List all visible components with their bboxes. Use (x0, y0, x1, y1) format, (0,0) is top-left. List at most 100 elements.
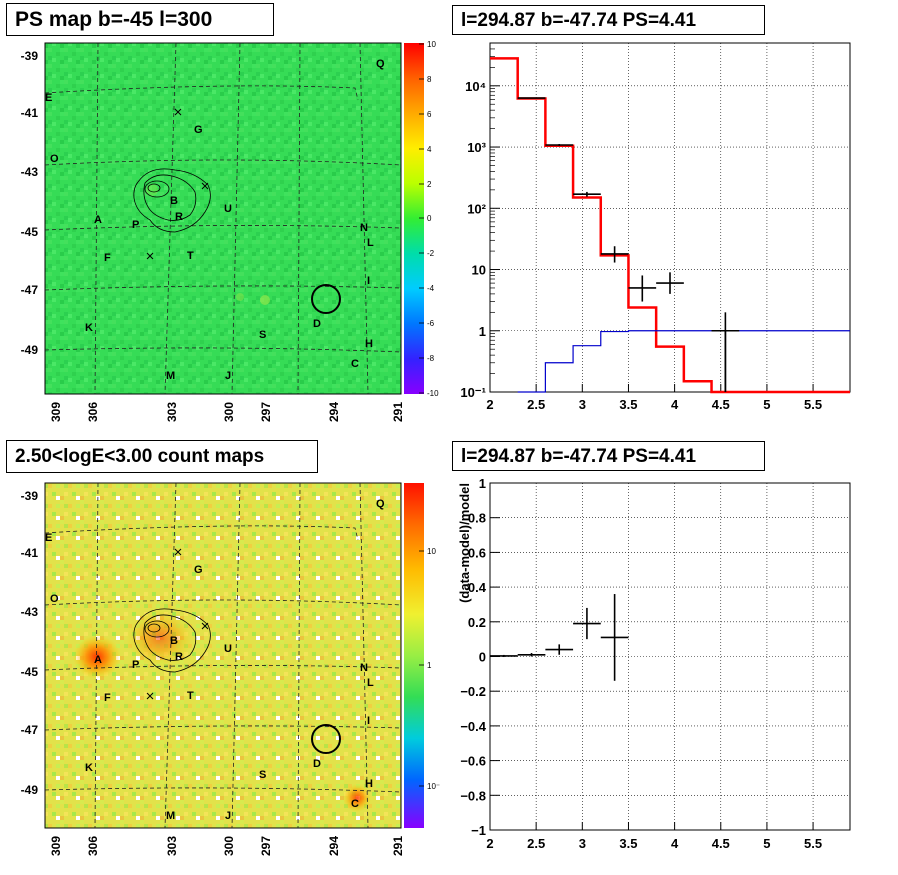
colorbar-tick-label: -4 (427, 284, 435, 293)
count-map-target-circle (311, 724, 341, 754)
lat-tick-label: -49 (21, 783, 39, 797)
y-tick-label: 1 (479, 324, 486, 339)
source-label: A (94, 214, 102, 226)
lon-tick-label: 291 (391, 402, 405, 422)
source-label: E (45, 92, 52, 104)
lon-tick-label: 294 (327, 402, 341, 422)
ps-map-heatmap (45, 43, 401, 394)
colorbar-tick-label: -8 (427, 354, 435, 363)
y-tick-label: −1 (471, 823, 486, 838)
residual-point (600, 594, 629, 681)
lon-tick-label: 309 (49, 836, 63, 856)
source-label: T (187, 690, 194, 702)
residual-y-axis-label: (data-model)/model (457, 483, 472, 603)
colorbar-tick-label: 6 (427, 110, 432, 119)
spectrum-chart: 2 2.5 3 3.5 4 4.5 5 5.5 10⁻¹ 1 10 10² 10³ 10⁴ (460, 42, 851, 412)
colorbar-tick-label: 10 (427, 547, 436, 556)
ps-map-source-labels: Q E G O BR U A P NL F T I D K S HC M J (45, 58, 385, 382)
colorbar-tick-label: 8 (427, 75, 432, 84)
lat-tick-label: -41 (21, 106, 39, 120)
background-step-line (517, 330, 850, 393)
lon-tick-label: 303 (165, 402, 179, 422)
source-label: C (351, 358, 359, 370)
ps-map-graticule (44, 42, 402, 395)
ps-map-panel: Q E G O BR U A P NL F T I D K S HC M J 10 8 6 4 2 0 -2 -4 -6 -8 -10… (21, 40, 439, 422)
lon-tick-label: 306 (86, 402, 100, 422)
source-label: G (194, 124, 203, 136)
residual-title: l=294.87 b=-47.74 PS=4.41 (452, 441, 765, 471)
lon-tick-label: 294 (327, 836, 341, 856)
source-label: P (132, 219, 139, 231)
source-label: B (170, 635, 178, 647)
count-map-lon-ticks: 309 306 303 300 297 294 291 (49, 836, 405, 856)
ps-map-title: PS map b=-45 l=300 (6, 3, 274, 36)
lat-tick-label: -39 (21, 49, 39, 63)
lon-tick-label: 303 (165, 836, 179, 856)
y-tick-label: 0.2 (468, 615, 486, 630)
source-label: Q (376, 498, 385, 510)
colorbar-tick-label: 0 (427, 214, 432, 223)
x-tick-label: 3 (579, 397, 586, 412)
x-tick-label: 4 (671, 836, 679, 851)
y-tick-label: 10³ (467, 140, 486, 155)
y-tick-label: 0.4 (468, 580, 487, 595)
source-label: H (365, 778, 373, 790)
source-label: Q (376, 58, 385, 70)
source-label: J (225, 810, 231, 822)
x-tick-label: 2.5 (527, 397, 545, 412)
lat-tick-label: -41 (21, 546, 39, 560)
data-point (600, 246, 629, 263)
source-label: M (166, 810, 175, 822)
lat-tick-label: -47 (21, 283, 39, 297)
y-tick-label: −0.2 (460, 684, 486, 699)
source-label: H (365, 338, 373, 350)
x-tick-label: 3 (579, 836, 586, 851)
x-tick-label: 2 (486, 836, 493, 851)
data-point (656, 272, 684, 294)
source-label: L (367, 677, 374, 689)
lon-tick-label: 300 (222, 402, 236, 422)
colorbar-tick-label: 10⁻¹ (427, 782, 440, 791)
x-tick-label: 5.5 (804, 836, 822, 851)
source-label: E (45, 532, 52, 544)
x-tick-label: 3.5 (619, 397, 637, 412)
colorbar-tick-label: 10 (427, 40, 436, 49)
source-label: D (313, 318, 321, 330)
x-tick-label: 2 (486, 397, 493, 412)
source-label: I (367, 275, 370, 287)
source-label: T (187, 250, 194, 262)
residual-point (545, 644, 574, 655)
count-map-contours (133, 608, 211, 673)
lat-tick-label: -45 (21, 665, 39, 679)
y-tick-label: −0.8 (460, 788, 486, 803)
spectrum-plot-area (490, 43, 850, 392)
lat-tick-label: -43 (21, 165, 39, 179)
source-label: K (85, 322, 93, 334)
source-label: A (94, 654, 102, 666)
x-tick-label: 5 (763, 397, 770, 412)
count-map-colorbar-ticks: 10 1 10⁻¹ (419, 547, 440, 791)
y-tick-label: 10⁻¹ (460, 385, 486, 400)
source-label: R (175, 651, 183, 663)
source-label: K (85, 762, 93, 774)
data-point (573, 191, 601, 197)
source-label: M (166, 370, 175, 382)
source-label: L (367, 237, 374, 249)
count-map-graticule (44, 482, 402, 829)
x-tick-label: 3.5 (619, 836, 637, 851)
y-tick-label: −0.6 (460, 754, 486, 769)
y-tick-label: 1 (479, 476, 486, 491)
source-label: N (360, 662, 368, 674)
ps-map-colorbar-ticks: 10 8 6 4 2 0 -2 -4 -6 -8 -10 (419, 40, 439, 398)
lat-tick-label: -39 (21, 489, 39, 503)
data-point (628, 275, 657, 302)
source-label: G (194, 564, 203, 576)
ps-map-lat-ticks: -39 -41 -43 -45 -47 -49 (21, 49, 39, 357)
source-label: F (104, 252, 111, 264)
count-map-colorbar (404, 483, 424, 828)
colorbar-tick-label: -6 (427, 319, 435, 328)
ps-map-contours (133, 168, 211, 233)
count-map-title: 2.50<logE<3.00 count maps (6, 440, 318, 473)
source-label: I (367, 715, 370, 727)
